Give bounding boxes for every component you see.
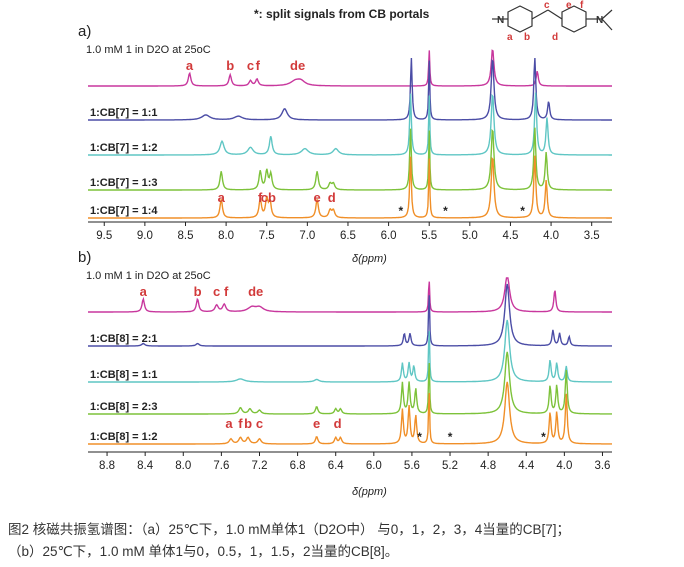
spectrum-trace-2 bbox=[88, 92, 612, 156]
peak-label-0-4: de bbox=[290, 58, 305, 73]
x-tick-label-6: 6.5 bbox=[340, 230, 356, 242]
spectrum-trace-2 bbox=[88, 319, 612, 383]
molecule-label-d: d bbox=[552, 32, 558, 43]
peak-label-0-1: b bbox=[194, 284, 202, 299]
spectrum-trace-4 bbox=[88, 381, 612, 445]
x-tick-label-11: 4.0 bbox=[543, 230, 559, 242]
x-tick-label-1: 8.4 bbox=[137, 460, 154, 472]
series-label-2: 1:CB[8] = 1:1 bbox=[90, 369, 158, 381]
x-tick-label-8: 5.6 bbox=[404, 460, 420, 472]
x-tick-label-3: 8.0 bbox=[218, 230, 234, 242]
x-tick-label-1: 9.0 bbox=[137, 230, 153, 242]
x-tick-label-9: 5.0 bbox=[462, 230, 478, 242]
molecule-label-a: a bbox=[507, 32, 513, 43]
panel-a-label: a) bbox=[78, 23, 91, 40]
x-tick-label-5: 7.0 bbox=[299, 230, 315, 242]
panel-a-subtitle: 1.0 mM 1 in D2O at 25oC bbox=[86, 44, 211, 56]
spectrum-trace-1 bbox=[88, 283, 612, 347]
series-label-3: 1:CB[7] = 1:3 bbox=[90, 177, 158, 189]
peak-label-0-2: c bbox=[247, 58, 254, 73]
peak-label-0-2: c bbox=[213, 284, 220, 299]
molecule-nitrogen-right: N bbox=[596, 15, 603, 26]
peak-label-4-1: f bbox=[258, 190, 263, 205]
spectrum-trace-1 bbox=[88, 57, 612, 121]
spectrum-trace-0 bbox=[88, 277, 612, 313]
peak-label-4-2: b bbox=[244, 416, 252, 431]
series-label-2: 1:CB[7] = 1:2 bbox=[90, 142, 158, 154]
spectrum-trace-0 bbox=[88, 49, 612, 87]
x-tick-label-12: 4.0 bbox=[556, 460, 572, 472]
x-tick-label-4: 7.2 bbox=[251, 460, 267, 472]
peak-label-4-1: f bbox=[238, 416, 243, 431]
x-tick-label-13: 3.6 bbox=[594, 460, 610, 472]
pyridinium-ring bbox=[507, 5, 533, 33]
x-tick-label-0: 9.5 bbox=[96, 230, 112, 242]
x-tick-label-11: 4.4 bbox=[518, 460, 535, 472]
panel-b-xlabel: δ(ppm) bbox=[352, 486, 387, 498]
figure-caption: 图2 核磁共振氢谱图：（a）25℃下，1.0 mM单体1（D2O中） 与0，1，… bbox=[8, 519, 678, 563]
x-tick-label-7: 6.0 bbox=[366, 460, 382, 472]
peak-label-4-3: c bbox=[256, 416, 263, 431]
x-tick-label-2: 8.0 bbox=[175, 460, 191, 472]
panel-a-spectra: a b c f de1:CB[7] = 1:11:CB[7] = 1:21:CB[7] … bbox=[88, 49, 612, 219]
molecule-label-f: f bbox=[580, 0, 584, 11]
split-signal-marker-4-6: * bbox=[443, 204, 448, 218]
panel-b-subtitle: 1.0 mM 1 in D2O at 25oC bbox=[86, 270, 211, 282]
caption-line-2: （b）25℃下，1.0 mM 单体1与0，0.5，1，1.5，2当量的CB[8]… bbox=[8, 544, 399, 559]
peak-label-0-3: f bbox=[256, 58, 261, 73]
peak-label-0-0: a bbox=[140, 284, 148, 299]
peak-label-4-5: d bbox=[334, 416, 342, 431]
x-tick-label-6: 6.4 bbox=[328, 460, 345, 472]
x-tick-label-2: 8.5 bbox=[177, 230, 193, 242]
x-tick-label-4: 7.5 bbox=[259, 230, 275, 242]
molecule-label-e: e bbox=[566, 0, 572, 11]
series-label-4: 1:CB[7] = 1:4 bbox=[90, 205, 158, 217]
spectrum-trace-4 bbox=[88, 155, 612, 219]
split-signal-marker-4-7: * bbox=[520, 204, 525, 218]
panel-a-xlabel: δ(ppm) bbox=[352, 253, 387, 265]
panel-b-spectra: a b c f de1:CB[8] = 2:11:CB[8] = 1:11:CB[8] … bbox=[88, 277, 612, 445]
x-tick-label-10: 4.5 bbox=[502, 230, 518, 242]
series-label-4: 1:CB[8] = 1:2 bbox=[90, 431, 158, 443]
panel-a-x-axis: 9.5 9.0 8.5 8.0 7.5 7.0 6.5 6.0 5.5 5.0 4.5 4.0 3.5 bbox=[88, 221, 612, 242]
panel-b-x-axis: 8.8 8.4 8.0 7.6 7.2 6.8 6.4 6.0 5.6 5.2 4.8 4.4 4.0 3… bbox=[88, 451, 612, 472]
split-signal-marker-4-5: * bbox=[398, 204, 403, 218]
x-tick-label-5: 6.8 bbox=[290, 460, 306, 472]
nmr-figure: *: split signals from CB portals a b c d… bbox=[78, 0, 613, 498]
spectrum-trace-3 bbox=[88, 127, 612, 191]
peak-label-4-0: a bbox=[218, 190, 226, 205]
molecule-nitrogen-left: N bbox=[497, 15, 504, 26]
x-tick-label-10: 4.8 bbox=[480, 460, 496, 472]
peak-label-0-3: f bbox=[224, 284, 229, 299]
peak-label-4-4: d bbox=[328, 190, 336, 205]
series-label-1: 1:CB[7] = 1:1 bbox=[90, 107, 158, 119]
phenyl-ring bbox=[561, 5, 587, 33]
split-signal-marker-4-8: * bbox=[541, 430, 546, 444]
peak-label-0-0: a bbox=[186, 58, 194, 73]
molecule-label-c: c bbox=[544, 0, 550, 11]
caption-line-1: 图2 核磁共振氢谱图：（a）25℃下，1.0 mM单体1（D2O中） 与0，1，… bbox=[8, 522, 571, 537]
x-tick-label-7: 6.0 bbox=[381, 230, 397, 242]
x-tick-label-12: 3.5 bbox=[584, 230, 600, 242]
peak-label-4-2: cb bbox=[261, 190, 276, 205]
series-label-1: 1:CB[8] = 2:1 bbox=[90, 333, 158, 345]
molecule-label-b: b bbox=[524, 32, 530, 43]
series-label-3: 1:CB[8] = 2:3 bbox=[90, 401, 158, 413]
peak-label-0-4: de bbox=[248, 284, 263, 299]
peak-label-4-4: e bbox=[313, 416, 320, 431]
panel-b-label: b) bbox=[78, 249, 91, 266]
x-tick-label-3: 7.6 bbox=[213, 460, 229, 472]
peak-label-4-0: a bbox=[225, 416, 233, 431]
split-signal-note: *: split signals from CB portals bbox=[254, 7, 430, 21]
peak-label-4-3: e bbox=[313, 190, 320, 205]
spectrum-trace-3 bbox=[88, 351, 612, 415]
split-signal-marker-4-7: * bbox=[448, 430, 453, 444]
molecule-structure bbox=[492, 5, 613, 33]
x-tick-label-9: 5.2 bbox=[442, 460, 458, 472]
x-tick-label-8: 5.5 bbox=[421, 230, 437, 242]
x-tick-label-0: 8.8 bbox=[99, 460, 115, 472]
peak-label-0-1: b bbox=[226, 58, 234, 73]
split-signal-marker-4-6: * bbox=[417, 430, 422, 444]
